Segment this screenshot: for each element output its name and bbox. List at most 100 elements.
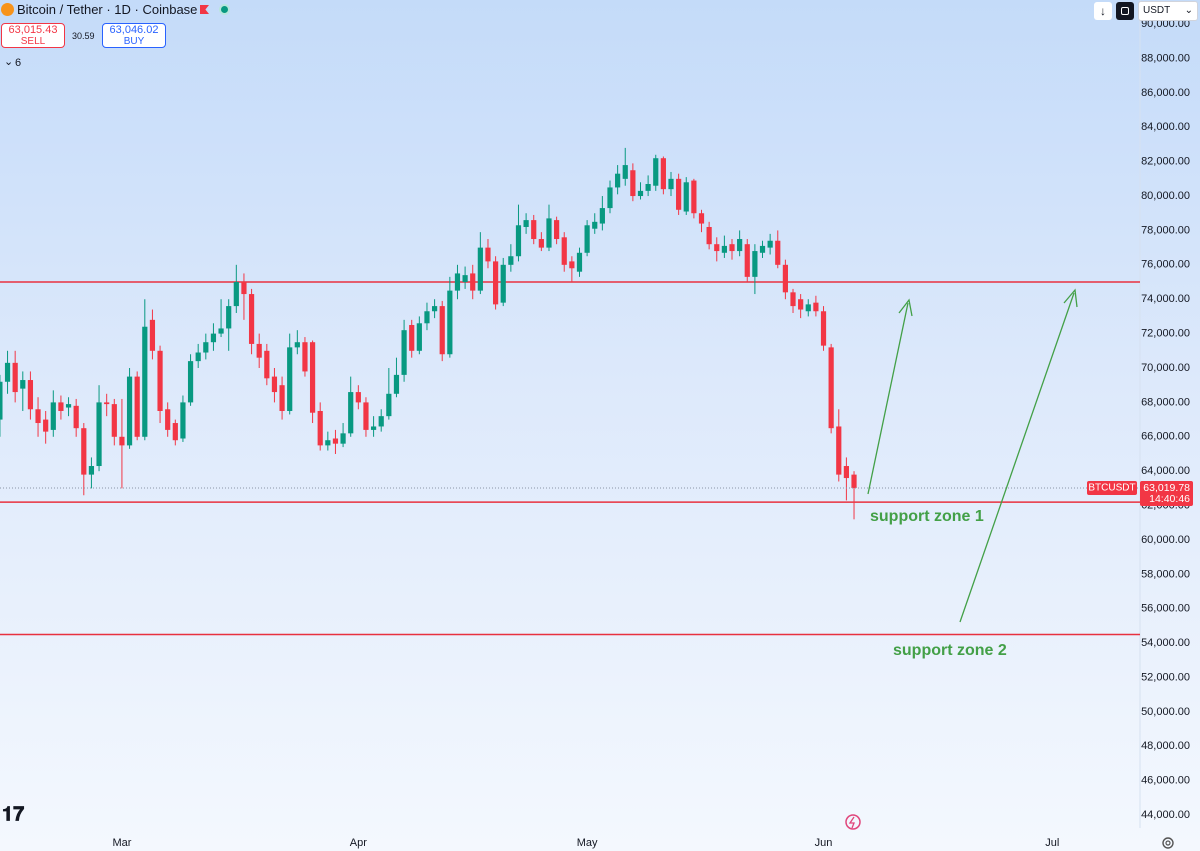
- candle-body: [149, 319, 156, 351]
- candle-body: [12, 362, 18, 393]
- candle-body: [782, 264, 788, 293]
- candle-body: [409, 325, 415, 351]
- flag-icon[interactable]: [200, 5, 209, 14]
- candle-body: [81, 428, 87, 475]
- buy-button[interactable]: 63,046.02 BUY: [102, 23, 166, 48]
- candle-body: [592, 221, 598, 229]
- arrow: [867, 302, 909, 495]
- y-tick-label: 76,000.00: [1141, 259, 1190, 271]
- candle-body: [493, 261, 499, 305]
- candle-body: [256, 343, 262, 358]
- fullscreen-icon: [1121, 7, 1129, 15]
- candle-body: [393, 374, 400, 394]
- candle-body: [729, 244, 735, 252]
- candle-body: [447, 290, 453, 355]
- event-bolt: [848, 816, 855, 829]
- y-tick-label: 64,000.00: [1141, 465, 1190, 477]
- candle-body: [386, 393, 392, 417]
- candle-body: [302, 342, 308, 372]
- candle-body: [790, 292, 796, 307]
- event-icon[interactable]: [845, 814, 861, 830]
- y-tick-label: 68,000.00: [1141, 396, 1190, 408]
- sell-label: SELL: [20, 36, 46, 47]
- y-tick-label: 72,000.00: [1141, 328, 1190, 340]
- candle-body: [195, 352, 201, 362]
- symbol-tag: [1087, 481, 1137, 496]
- candle-body: [180, 402, 186, 439]
- y-tick-label: 78,000.00: [1141, 224, 1190, 236]
- candle-body: [279, 385, 285, 411]
- fullscreen-button[interactable]: [1116, 2, 1134, 20]
- candle-body: [218, 328, 224, 334]
- candle-body: [622, 165, 628, 179]
- candle-body: [50, 402, 56, 430]
- y-tick-label: 82,000.00: [1141, 156, 1190, 168]
- candle-body: [576, 252, 583, 272]
- candle-body: [561, 237, 567, 265]
- y-tick-label: 84,000.00: [1141, 121, 1190, 133]
- candle-body: [630, 170, 636, 197]
- y-tick-label: 50,000.00: [1141, 706, 1190, 718]
- arrow: [959, 292, 1075, 623]
- candle-body: [126, 376, 133, 446]
- y-tick-label: 74,000.00: [1141, 293, 1190, 305]
- spread: 30.59: [72, 31, 95, 41]
- candle-body: [584, 225, 590, 253]
- candle-body: [599, 208, 605, 224]
- buy-label: BUY: [123, 36, 145, 47]
- candle-body: [607, 187, 613, 209]
- y-tick-label: 54,000.00: [1141, 637, 1190, 649]
- arrow-head: [1063, 288, 1078, 308]
- settings-icon-core: [1165, 840, 1171, 846]
- candle-body: [142, 326, 148, 437]
- candle-body: [233, 282, 239, 307]
- candle-body: [554, 220, 560, 240]
- candle-body: [569, 261, 575, 269]
- candle-body: [775, 240, 781, 265]
- candle-body: [683, 182, 689, 212]
- currency-select[interactable]: USDT ⌄: [1138, 1, 1198, 21]
- x-tick-label: Jul: [1045, 837, 1059, 849]
- candle-body: [4, 362, 11, 382]
- candle-body: [96, 402, 102, 467]
- y-tick-label: 70,000.00: [1141, 362, 1190, 374]
- candle-body: [767, 240, 773, 248]
- candle-body: [363, 402, 369, 430]
- candle-body: [317, 410, 323, 446]
- candle-body: [111, 404, 117, 437]
- x-tick-label: Jun: [815, 837, 833, 849]
- candle-body: [668, 178, 674, 190]
- candle-body: [348, 392, 354, 434]
- candle-body: [73, 405, 79, 429]
- candle-body: [416, 323, 422, 351]
- price-tag: [1140, 481, 1193, 507]
- candle-body: [119, 436, 125, 446]
- settings-icon[interactable]: [1162, 837, 1174, 849]
- y-tick-label: 88,000.00: [1141, 52, 1190, 64]
- candle-body: [0, 381, 3, 420]
- candle-body: [325, 440, 331, 446]
- candle-body: [157, 350, 163, 411]
- candle-body: [721, 245, 727, 253]
- candle-body: [431, 306, 438, 312]
- candle-body: [134, 376, 140, 437]
- y-tick-label: 58,000.00: [1141, 568, 1190, 580]
- candle-body: [515, 225, 522, 257]
- candle-body: [454, 273, 461, 291]
- y-tick-label: 46,000.00: [1141, 775, 1190, 787]
- candle-body: [203, 342, 209, 353]
- indicator-toggle[interactable]: ⌄: [4, 56, 14, 68]
- candle-body: [35, 409, 41, 424]
- candle-body: [851, 474, 857, 489]
- x-tick-label: Mar: [112, 837, 131, 849]
- status-dot: [221, 6, 228, 13]
- candle-body: [698, 213, 705, 224]
- candle-body: [88, 466, 95, 475]
- x-tick-label: May: [577, 837, 598, 849]
- sell-button[interactable]: 63,015.43 SELL: [1, 23, 65, 48]
- y-tick-label: 66,000.00: [1141, 431, 1190, 443]
- candle-body: [805, 304, 811, 312]
- candle-body: [340, 433, 346, 444]
- scroll-button[interactable]: ↓: [1094, 2, 1112, 20]
